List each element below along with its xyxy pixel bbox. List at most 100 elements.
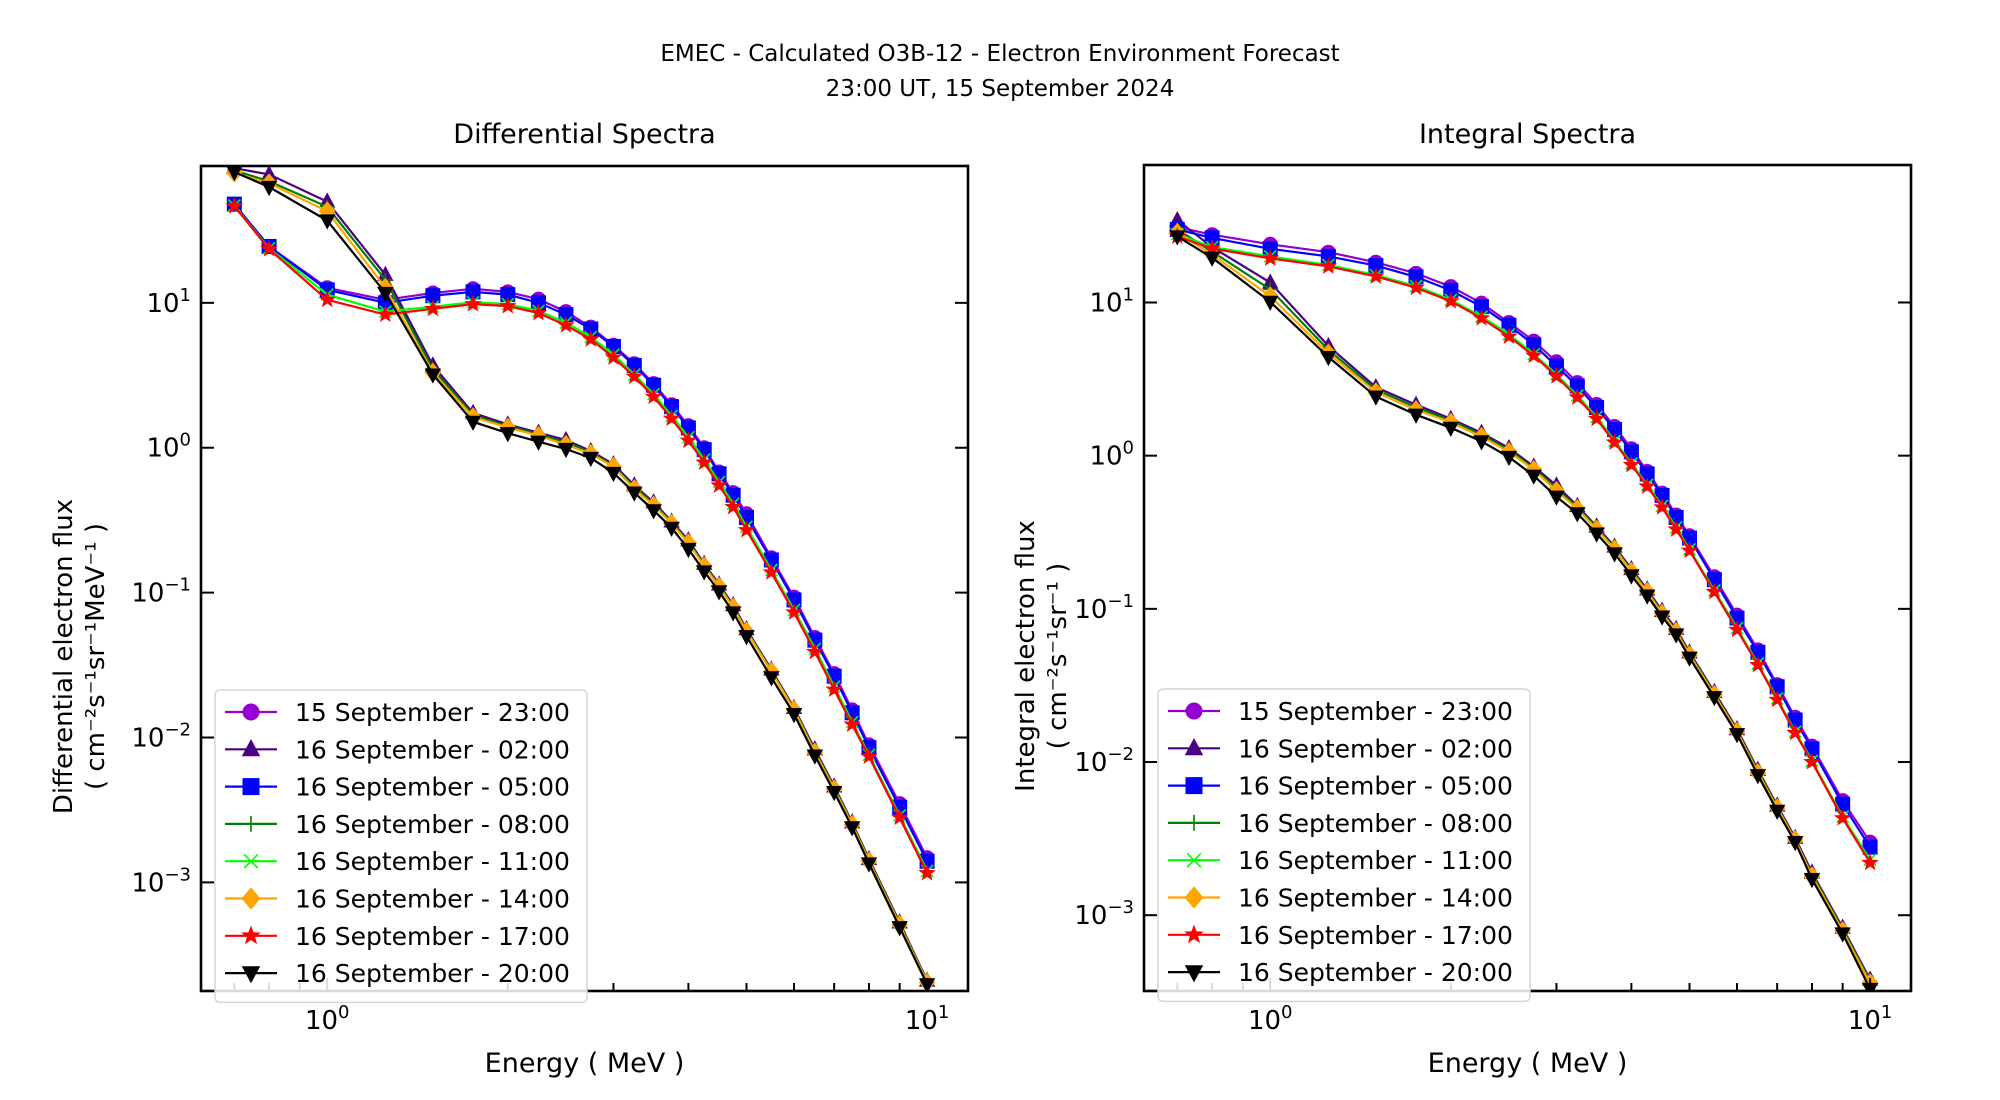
data-point bbox=[1525, 469, 1542, 485]
legend: 15 September - 23:00 16 September - 02:00… bbox=[214, 689, 588, 1004]
data-point bbox=[1525, 346, 1543, 364]
data-point bbox=[645, 504, 662, 520]
legend-entry: 16 September - 05:00 bbox=[1168, 772, 1513, 801]
legend-entry: 16 September - 02:00 bbox=[225, 735, 570, 764]
data-point bbox=[1786, 836, 1804, 852]
y-tick-label: 10−2 bbox=[131, 720, 191, 754]
data-point bbox=[1442, 421, 1459, 437]
series-16-september-20-00 bbox=[226, 166, 936, 991]
x-axis-label: Energy ( MeV ) bbox=[485, 1048, 685, 1079]
data-point bbox=[737, 520, 756, 538]
data-point bbox=[605, 466, 622, 483]
data-point bbox=[763, 671, 780, 687]
data-point bbox=[1568, 388, 1586, 405]
data-point bbox=[377, 286, 394, 303]
legend-marker-icon bbox=[242, 778, 260, 796]
data-point bbox=[557, 316, 575, 333]
legend-label: 16 September - 05:00 bbox=[295, 773, 570, 802]
legend-label: 15 September - 23:00 bbox=[295, 698, 570, 727]
legend-label: 16 September - 05:00 bbox=[1238, 772, 1513, 801]
legend-entry: 15 September - 23:00 bbox=[225, 698, 570, 727]
legend-label: 16 September - 02:00 bbox=[1238, 734, 1513, 763]
y-axis-label: Differential electron flux bbox=[49, 499, 79, 814]
legend-entry: 16 September - 20:00 bbox=[225, 959, 570, 988]
data-point bbox=[785, 603, 803, 620]
data-point bbox=[1367, 390, 1385, 406]
legend-label: 16 September - 20:00 bbox=[1238, 958, 1513, 987]
data-point bbox=[825, 785, 843, 802]
data-point bbox=[662, 409, 681, 427]
chart-title: Differential Spectra bbox=[453, 119, 715, 150]
data-point bbox=[1500, 450, 1518, 467]
data-point bbox=[1803, 873, 1821, 889]
data-point bbox=[260, 180, 278, 197]
y-axis-units: ( cm⁻²s⁻¹sr⁻¹ ) bbox=[1043, 563, 1073, 750]
legend-label: 16 September - 02:00 bbox=[295, 735, 570, 764]
data-point bbox=[1667, 628, 1685, 644]
x-tick-label: 101 bbox=[905, 1002, 950, 1036]
data-point bbox=[1653, 610, 1671, 626]
data-point bbox=[1319, 257, 1338, 274]
series-16-september-20-00 bbox=[1169, 230, 1879, 991]
data-point bbox=[1705, 582, 1724, 600]
data-point bbox=[860, 857, 878, 873]
data-point bbox=[1706, 691, 1723, 707]
data-point bbox=[557, 442, 575, 459]
data-point bbox=[918, 863, 936, 881]
legend-marker-icon bbox=[241, 925, 261, 945]
data-point bbox=[1834, 927, 1851, 943]
data-point bbox=[1407, 278, 1425, 296]
data-point bbox=[1569, 507, 1586, 523]
data-point bbox=[695, 453, 713, 471]
y-tick-label: 10−1 bbox=[131, 575, 191, 609]
y-axis-label: Integral electron flux bbox=[1011, 520, 1041, 792]
data-point bbox=[1169, 230, 1186, 246]
data-point bbox=[679, 431, 698, 449]
data-point bbox=[1680, 541, 1699, 559]
legend-entry: 16 September - 17:00 bbox=[225, 922, 570, 951]
legend-marker-icon bbox=[243, 853, 259, 869]
y-tick-label: 10−2 bbox=[1074, 744, 1134, 778]
legend-marker-icon bbox=[1186, 814, 1202, 831]
chart-title: Integral Spectra bbox=[1419, 119, 1636, 150]
legend-label: 15 September - 23:00 bbox=[1238, 697, 1513, 726]
data-point bbox=[1768, 690, 1786, 708]
y-tick-label: 10−1 bbox=[1074, 591, 1134, 625]
legend-label: 16 September - 11:00 bbox=[1238, 846, 1513, 875]
data-point bbox=[625, 367, 643, 385]
data-point bbox=[1261, 249, 1280, 266]
x-tick-label: 100 bbox=[305, 1002, 350, 1036]
data-point bbox=[1768, 804, 1786, 820]
data-point bbox=[319, 214, 336, 230]
legend-marker-icon bbox=[1184, 886, 1204, 909]
legend-frame bbox=[214, 689, 588, 1004]
legend-marker-icon bbox=[1186, 852, 1202, 868]
data-point bbox=[644, 387, 663, 405]
data-point bbox=[1833, 808, 1852, 826]
y-tick-label: 100 bbox=[1089, 438, 1134, 472]
legend-entry: 16 September - 14:00 bbox=[1168, 884, 1513, 913]
data-point bbox=[464, 415, 482, 431]
data-point bbox=[318, 290, 337, 308]
data-point bbox=[1367, 267, 1385, 284]
legend: 15 September - 23:00 16 September - 02:00… bbox=[1157, 688, 1531, 1003]
legend-marker-icon bbox=[1184, 965, 1204, 983]
data-point bbox=[1728, 728, 1746, 744]
legend-frame bbox=[1157, 688, 1531, 1003]
legend-marker-icon bbox=[242, 703, 260, 721]
legend-entry: 16 September - 08:00 bbox=[1168, 809, 1513, 838]
data-point bbox=[806, 642, 824, 660]
legend-entry: 16 September - 17:00 bbox=[1168, 921, 1513, 950]
legend-label: 16 September - 11:00 bbox=[295, 847, 570, 876]
data-point bbox=[724, 497, 742, 515]
figure-title: EMEC - Calculated O3B-12 - Electron Envi… bbox=[660, 41, 1340, 67]
data-point bbox=[890, 808, 909, 826]
differential-spectra-chart: Differential Spectra 100 101 10−3 10−2 10−1 10… bbox=[49, 119, 970, 1079]
data-point bbox=[762, 563, 781, 580]
data-point bbox=[1547, 367, 1566, 384]
plot-area bbox=[1168, 211, 1879, 991]
data-point bbox=[1803, 752, 1821, 770]
x-tick-label: 101 bbox=[1848, 1002, 1893, 1036]
data-point bbox=[1472, 308, 1491, 326]
data-point bbox=[1667, 520, 1685, 537]
